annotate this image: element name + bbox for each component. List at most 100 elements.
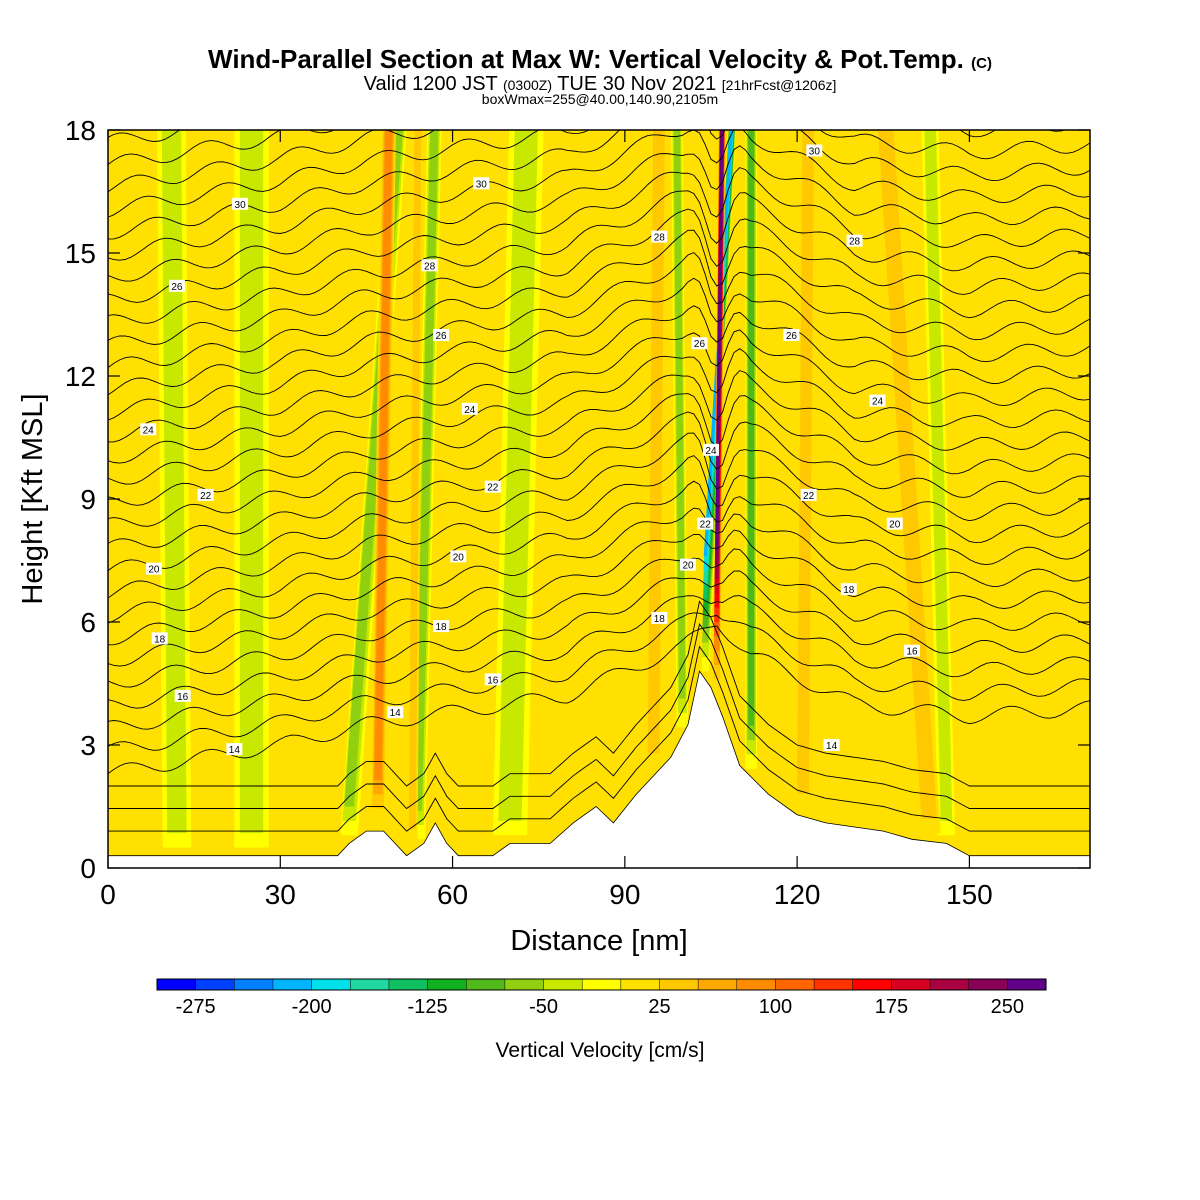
isentrope-line (108, 0, 1090, 78)
label-bg (484, 480, 501, 493)
isentrope-label: 24 (140, 423, 157, 436)
isentrope-line (108, 612, 1090, 751)
y-tick-label: 6 (80, 607, 96, 638)
isentrope-label: 26 (783, 329, 800, 342)
colorbar-swatch (929, 978, 970, 991)
chart-subtitle: Valid 1200 JST (0300Z) TUE 30 Nov 2021 [… (0, 73, 1200, 96)
isentrope-label: 22 (197, 488, 214, 502)
axes: 0 30 60 90 120 150 0 3 6 9 12 15 18 Distance [nm] Heig… (17, 115, 1091, 957)
label-bg (473, 177, 490, 190)
isentrope-line (108, 130, 181, 142)
label-bg (484, 673, 501, 686)
colorbar-swatch (350, 978, 390, 991)
isentrope-label: 14 (823, 739, 840, 752)
colorbar-swatch (311, 978, 351, 991)
valid-date: TUE 30 Nov 2021 (557, 73, 717, 95)
y-tick-label: 0 (80, 853, 96, 884)
isentrope-line (108, 0, 1090, 120)
isentrope-line (108, 507, 1090, 646)
colorbar-swatch (968, 978, 1008, 991)
y-tick-label: 9 (80, 484, 96, 515)
isentrope-label: 24 (869, 394, 886, 408)
isentrope-line (108, 600, 1090, 787)
label-bg (806, 144, 823, 157)
isentrope-label-text: 26 (171, 282, 183, 293)
isentrope-line (108, 167, 1090, 303)
colorbar-swatch (156, 978, 197, 991)
x-tick-label: 90 (609, 879, 640, 910)
isentrope-label-text: 20 (453, 552, 465, 563)
label-bg (433, 329, 450, 341)
isentrope-line (108, 348, 1090, 485)
isentrope-label-text: 22 (487, 483, 499, 494)
label-bg (691, 337, 708, 350)
isentrope-label: 18 (840, 583, 857, 596)
colorbar-tick-label: -125 (408, 996, 448, 1018)
isentrope-line (108, 393, 1090, 527)
isentrope-label-text: 26 (694, 339, 706, 350)
x-tick-label: 150 (946, 879, 993, 910)
valid-utc: (0300Z) (502, 77, 553, 93)
box-wmax-info: boxWmax=255@40.00,140.90,2105m (481, 91, 719, 107)
isentrope-line (108, 130, 335, 165)
updraft-2-level (408, 130, 422, 829)
isentrope-label-text: 18 (843, 585, 855, 596)
label-bg (702, 443, 719, 456)
isentrope-label: 16 (484, 673, 501, 686)
isentrope-label: 22 (697, 517, 714, 531)
downdraft-2-level (673, 130, 686, 699)
isentrope-line (108, 480, 1090, 624)
isentrope-line (108, 432, 1090, 571)
isentrope-label: 30 (473, 177, 490, 190)
isentrope-label-text: 20 (148, 565, 160, 576)
isentrope-label-text: 14 (229, 745, 241, 756)
isentrope-line (108, 252, 1090, 396)
isentrope-label-text: 30 (809, 147, 821, 158)
colorbar-tick-label: -275 (176, 996, 216, 1018)
colorbar-swatch (620, 978, 661, 991)
label-bg (846, 234, 863, 247)
label-bg (783, 329, 800, 341)
colorbar-swatch (697, 978, 738, 991)
isentrope-line (108, 130, 1090, 218)
label-bg (800, 488, 817, 501)
colorbar-swatch (659, 978, 699, 991)
isentrope-label: 22 (484, 480, 501, 494)
isentrope-label: 26 (168, 279, 185, 293)
y-tick-label: 12 (65, 361, 96, 392)
isentrope-label-text: 26 (786, 331, 798, 342)
isentrope-label: 16 (174, 689, 191, 703)
isentrope-label-text: 18 (154, 634, 166, 645)
isentrope-label-text: 28 (849, 237, 861, 248)
label-bg (886, 517, 903, 530)
isentrope-label: 18 (651, 611, 668, 625)
isentrope-label: 22 (800, 488, 817, 502)
x-tick-label: 60 (437, 879, 468, 910)
colorbar-swatch (234, 978, 274, 991)
chart-title-text: Wind-Parallel Section at Max W: Vertical… (208, 44, 964, 74)
colorbar-swatch (775, 978, 815, 991)
colorbar-tick-label: 25 (648, 996, 670, 1018)
updraft-1-level (374, 130, 393, 780)
label-bg (174, 689, 191, 702)
label-bg (461, 402, 478, 415)
isentrope-label: 24 (461, 402, 478, 416)
colorbar-swatch (1007, 978, 1047, 991)
label-bg (151, 632, 168, 645)
label-bg (680, 558, 697, 571)
isentrope-line (108, 329, 1090, 464)
isentrope-line (108, 0, 1090, 99)
isentrope-line (108, 130, 1066, 193)
label-bg (232, 197, 249, 210)
label-bg (651, 230, 668, 243)
isentrope-label: 14 (226, 743, 243, 756)
isentrope-label: 28 (651, 230, 668, 244)
updraft-7-level (538, 130, 589, 836)
label-bg (387, 706, 404, 719)
isentrope-line (108, 370, 1090, 506)
isentrope-label-text: 18 (654, 614, 666, 625)
isentrope-line (108, 622, 1090, 810)
downdraft-4-level (414, 130, 439, 811)
velocity-field: 14 14 14 16 16 16 18 18 18 18 20 20 20 20 22 22 22 22 24 24… (108, 0, 1090, 868)
